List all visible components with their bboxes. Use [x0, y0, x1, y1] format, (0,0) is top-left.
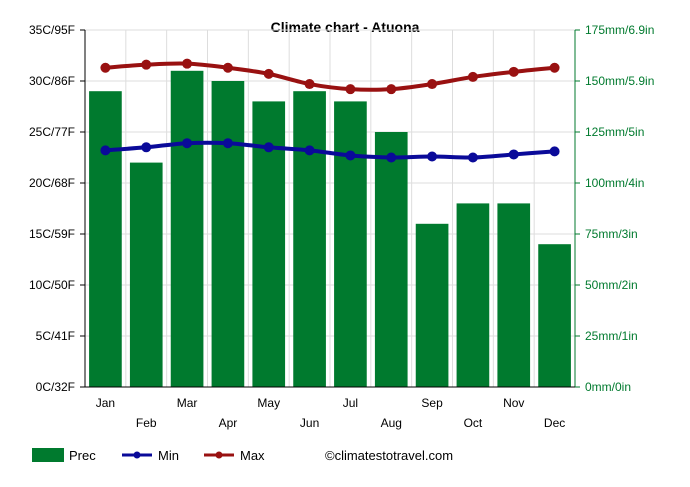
grid	[84, 29, 576, 388]
max-temperature-point	[427, 79, 438, 90]
right-tick-label: 150mm/5.9in	[585, 74, 654, 88]
min-temperature-point	[182, 138, 193, 149]
month-label: Oct	[464, 416, 483, 430]
left-tick-label: 20C/68F	[29, 176, 75, 190]
month-label: Nov	[503, 396, 524, 410]
precipitation-bar	[293, 91, 326, 387]
min-temperature-point	[222, 138, 233, 149]
min-temperature-point	[549, 146, 560, 157]
chart-title: Climate chart - Atuona	[271, 19, 420, 35]
right-tick-label: 100mm/4in	[585, 176, 644, 190]
min-temperature-point	[100, 145, 111, 156]
right-tick-label: 50mm/2in	[585, 278, 638, 292]
right-tick-label: 175mm/6.9in	[585, 23, 654, 37]
month-label: May	[257, 396, 280, 410]
legend: Prec Min Max ©climatestotravel.com	[32, 448, 453, 463]
precipitation-bar	[456, 203, 490, 387]
precipitation-bar	[374, 132, 408, 387]
precipitation-bar	[129, 162, 163, 387]
month-label: Jan	[96, 396, 115, 410]
min-temperature-point	[467, 152, 478, 163]
precipitation-bars	[89, 70, 571, 388]
right-tick-label: 25mm/1in	[585, 329, 638, 343]
left-tick-label: 30C/86F	[29, 74, 75, 88]
legend-prec-label: Prec	[69, 448, 96, 463]
legend-max-marker	[215, 451, 223, 459]
precipitation-bar	[538, 244, 571, 387]
right-tick-label: 0mm/0in	[585, 380, 631, 394]
precipitation-bar	[89, 91, 122, 387]
precipitation-bar	[211, 81, 245, 387]
credit-text: ©climatestotravel.com	[325, 448, 453, 463]
max-temperature-point	[141, 59, 152, 70]
month-label: Aug	[381, 416, 402, 430]
max-temperature-point	[508, 66, 519, 77]
left-tick-label: 5C/41F	[36, 329, 75, 343]
min-temperature-point	[141, 142, 152, 153]
month-label: Feb	[136, 416, 157, 430]
min-temperature-point	[386, 152, 397, 163]
month-label: Dec	[544, 416, 565, 430]
max-temperature-point	[182, 58, 193, 69]
left-tick-label: 0C/32F	[36, 380, 75, 394]
legend-prec-swatch	[32, 448, 64, 462]
min-temperature-point	[345, 150, 356, 161]
precipitation-bar	[334, 101, 367, 388]
right-tick-label: 75mm/3in	[585, 227, 638, 241]
month-label: Jun	[300, 416, 319, 430]
min-temperature-point	[427, 151, 438, 162]
legend-min-marker	[133, 451, 141, 459]
axes: 0C/32F 0mm/0in 5C/41F 25mm/1in 10C/50F 50mm/2…	[29, 23, 654, 430]
left-tick-label: 10C/50F	[29, 278, 75, 292]
max-temperature-point	[467, 71, 478, 82]
month-label: Apr	[219, 416, 238, 430]
left-tick-label: 35C/95F	[29, 23, 75, 37]
min-temperature-point	[263, 142, 274, 153]
left-tick-label: 25C/77F	[29, 125, 75, 139]
max-temperature-point	[345, 84, 356, 95]
month-label: Sep	[421, 396, 443, 410]
max-temperature-point	[100, 62, 111, 73]
max-temperature-point	[263, 68, 274, 79]
max-temperature-point	[386, 84, 397, 95]
month-label: Jul	[343, 396, 358, 410]
right-tick-label: 125mm/5in	[585, 125, 644, 139]
max-temperature-point	[304, 79, 315, 90]
min-temperature-point	[304, 145, 315, 156]
max-temperature-point	[549, 62, 560, 73]
precipitation-bar	[415, 223, 449, 387]
max-temperature-point	[222, 62, 233, 73]
legend-max-label: Max	[240, 448, 265, 463]
precipitation-bar	[170, 70, 204, 388]
precipitation-bar	[497, 203, 531, 387]
left-tick-label: 15C/59F	[29, 227, 75, 241]
min-temperature-point	[508, 149, 519, 160]
month-label: Mar	[177, 396, 198, 410]
temperature-lines	[100, 58, 560, 163]
legend-min-label: Min	[158, 448, 179, 463]
